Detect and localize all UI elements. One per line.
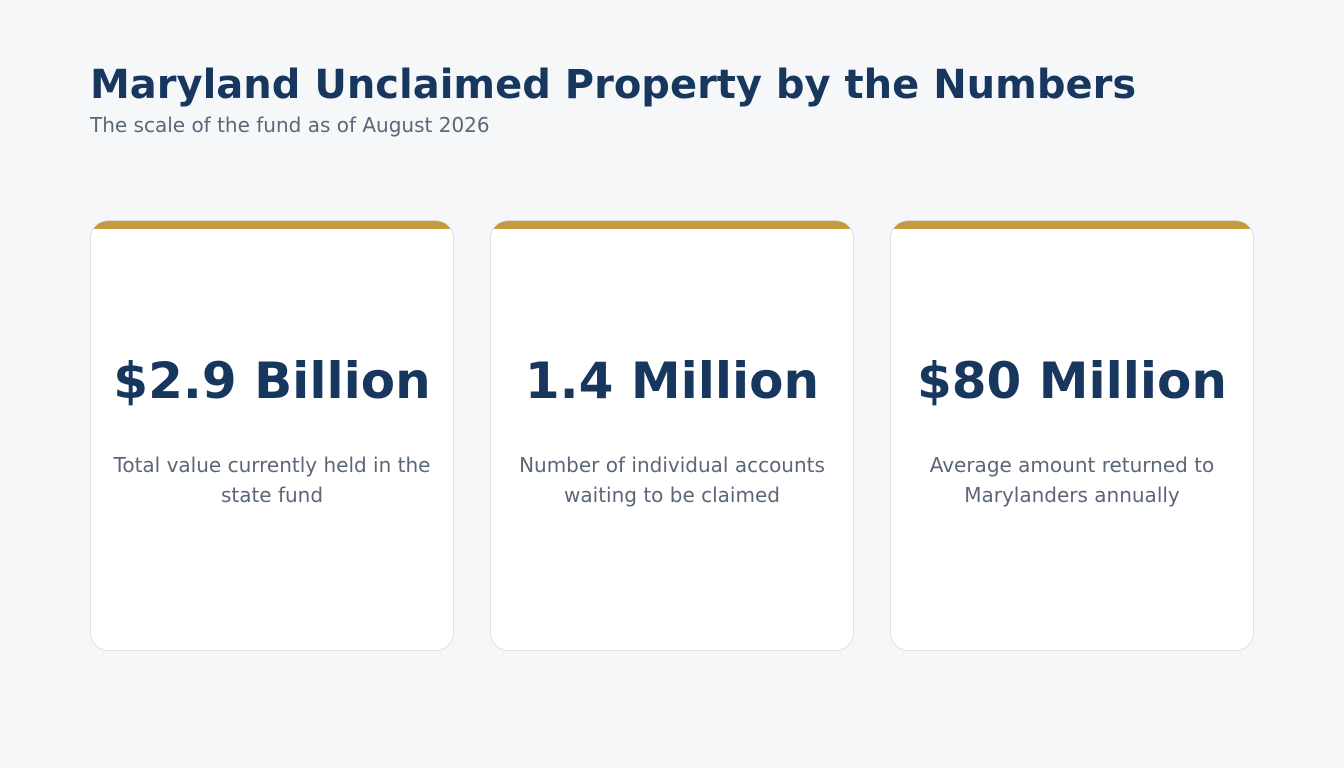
stat-cards: $2.9 Billion Total value currently held … — [90, 220, 1255, 651]
card-accent-bar — [891, 221, 1253, 229]
stat-value: 1.4 Million — [524, 352, 820, 410]
stat-card-accounts: 1.4 Million Number of individual account… — [490, 220, 854, 651]
stat-description: Average amount returned to Marylanders a… — [929, 453, 1215, 507]
stat-value: $80 Million — [916, 352, 1228, 410]
header: Maryland Unclaimed Property by the Numbe… — [90, 60, 1136, 140]
page-subtitle: The scale of the fund as of August 2026 — [90, 113, 490, 137]
stat-description: Total value currently held in the state … — [113, 453, 431, 507]
stat-value: $2.9 Billion — [113, 352, 431, 410]
card-accent-bar — [91, 221, 453, 229]
stat-card-annual-returns: $80 Million Average amount returned to M… — [890, 220, 1254, 651]
page-title: Maryland Unclaimed Property by the Numbe… — [90, 62, 1137, 108]
card-accent-bar — [491, 221, 853, 229]
stat-description: Number of individual accounts waiting to… — [519, 453, 825, 507]
stat-card-total-value: $2.9 Billion Total value currently held … — [90, 220, 454, 651]
